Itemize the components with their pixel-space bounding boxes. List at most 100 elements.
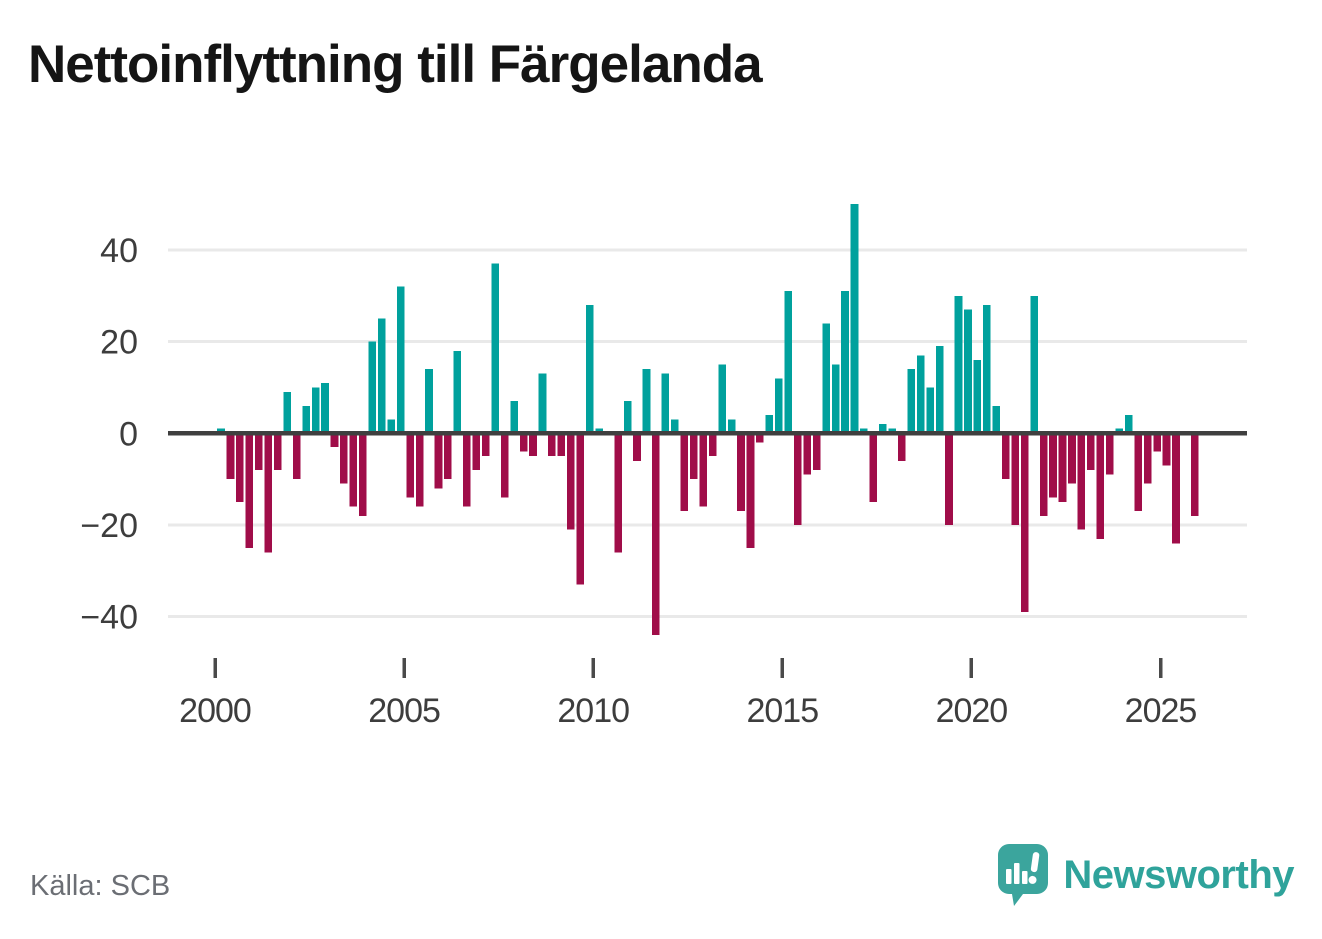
bar [1001, 433, 1010, 480]
bar [727, 419, 736, 434]
y-tick-label: −40 [80, 599, 138, 637]
bar [935, 346, 944, 434]
bar [1039, 433, 1048, 516]
bar [1058, 433, 1067, 503]
bar [453, 350, 462, 434]
brand-footer: Newsworthy [997, 843, 1294, 907]
bar [926, 387, 934, 434]
bar [803, 433, 812, 475]
source-label: Källa: SCB [30, 870, 171, 902]
bar [330, 433, 339, 448]
bar [1143, 433, 1152, 484]
bar [472, 433, 481, 470]
bar [1049, 433, 1057, 498]
bar [226, 433, 235, 480]
bar [680, 433, 689, 512]
bar [1191, 433, 1199, 516]
newsworthy-wordmark: Newsworthy [1063, 852, 1294, 897]
chart-title: Nettoinflyttning till Färgelanda [28, 35, 763, 94]
bar [529, 433, 537, 457]
bar [623, 401, 632, 434]
bar [595, 428, 603, 434]
bar [491, 263, 499, 434]
bar [368, 341, 377, 434]
bar [633, 433, 641, 461]
bar [500, 433, 509, 498]
bar [377, 318, 386, 434]
bar [273, 433, 282, 470]
bar [841, 291, 849, 434]
bar [661, 373, 670, 434]
bar [576, 433, 585, 585]
bar [775, 378, 783, 434]
bar [510, 401, 518, 434]
bar [415, 433, 424, 507]
bar [321, 382, 329, 434]
bar [444, 433, 452, 480]
bar [217, 428, 225, 434]
bar [1030, 295, 1038, 434]
bar [671, 419, 679, 434]
bar [557, 433, 566, 457]
bar [283, 392, 291, 434]
bar [1096, 433, 1105, 539]
bar [396, 286, 405, 434]
bar [916, 355, 925, 434]
bar [860, 428, 868, 434]
bar [1172, 433, 1180, 544]
bar [1115, 428, 1124, 434]
bar [425, 369, 433, 434]
bar [302, 405, 310, 434]
bar [1068, 433, 1076, 484]
bar [992, 405, 1001, 434]
bar [812, 433, 821, 470]
bar [434, 433, 443, 489]
bar [1011, 433, 1020, 525]
bar [983, 304, 991, 434]
bar [463, 433, 471, 507]
bar [292, 433, 301, 480]
bar [567, 433, 575, 530]
bar [765, 414, 774, 434]
bar [1087, 433, 1095, 470]
x-tick-label: 2025 [1125, 692, 1197, 730]
y-tick-label: 20 [100, 324, 138, 362]
bar [699, 433, 707, 507]
bar [784, 291, 793, 434]
bar [793, 433, 802, 525]
x-tick-label: 2000 [179, 692, 251, 730]
bar [964, 309, 972, 434]
x-tick-label: 2015 [746, 692, 818, 730]
bar [652, 433, 660, 636]
y-tick-label: 40 [100, 232, 138, 270]
bar [831, 364, 840, 434]
bar [822, 323, 830, 434]
bar [850, 204, 859, 434]
bar [519, 433, 528, 452]
bar [897, 433, 906, 461]
bar [888, 428, 897, 434]
bar [585, 304, 594, 434]
bar [869, 433, 878, 503]
bar [746, 433, 755, 548]
bar [359, 433, 367, 516]
x-tick-label: 2020 [936, 692, 1008, 730]
y-tick-label: −20 [80, 507, 138, 545]
bar [255, 433, 263, 470]
bar [406, 433, 414, 498]
bar [718, 364, 726, 434]
bar [1162, 433, 1171, 466]
bar [737, 433, 745, 512]
bar [1020, 433, 1029, 613]
bar [311, 387, 320, 434]
bar [1077, 433, 1086, 530]
bar [245, 433, 254, 548]
bar [1105, 433, 1114, 475]
bar [954, 295, 963, 434]
bar [1153, 433, 1161, 452]
newsworthy-logo-icon [998, 844, 1049, 906]
bar [756, 433, 764, 443]
bar [340, 433, 348, 484]
